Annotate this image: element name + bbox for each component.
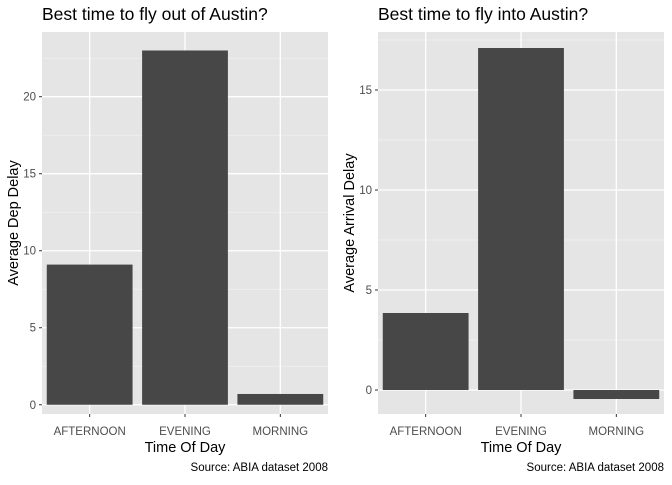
bar-afternoon <box>382 313 469 390</box>
bar-morning <box>237 393 324 405</box>
bar-evening <box>478 48 564 390</box>
y-axis-title: Average Arrival Delay <box>342 153 358 293</box>
chart-caption: Source: ABIA dataset 2008 <box>191 462 328 474</box>
y-tick-label: 10 <box>359 185 372 197</box>
y-tick-label: 0 <box>30 400 36 412</box>
chart-title: Best time to fly into Austin? <box>378 4 588 24</box>
bar-morning <box>573 390 660 399</box>
x-axis-title: Time Of Day <box>145 440 227 456</box>
y-axis-title: Average Dep Delay <box>6 160 22 286</box>
bar-evening <box>142 50 228 405</box>
x-tick-label: EVENING <box>159 426 211 438</box>
chart-title: Best time to fly out of Austin? <box>42 4 268 24</box>
y-tick-label: 5 <box>30 323 36 335</box>
x-tick-label: MORNING <box>589 426 645 438</box>
y-tick-label: 0 <box>366 385 372 397</box>
chart-panel-1: 0 5 10 15 20 AFTERNOON EVENING MORNING Best time… <box>6 4 328 474</box>
y-tick-label: 5 <box>366 285 372 297</box>
y-tick-label: 10 <box>23 246 36 258</box>
x-tick-label: AFTERNOON <box>390 426 462 438</box>
bar-afternoon <box>46 264 133 405</box>
x-tick-label: EVENING <box>495 426 547 438</box>
x-tick-label: MORNING <box>253 426 309 438</box>
chart-panel-2: 0 5 10 15 AFTERNOON EVENING MORNING Best time t… <box>342 4 664 474</box>
x-tick-label: AFTERNOON <box>54 426 126 438</box>
y-tick-label: 15 <box>23 169 36 181</box>
chart-caption: Source: ABIA dataset 2008 <box>527 462 664 474</box>
y-tick-label: 15 <box>359 85 372 97</box>
x-axis-title: Time Of Day <box>481 440 563 456</box>
y-tick-label: 20 <box>23 92 36 104</box>
